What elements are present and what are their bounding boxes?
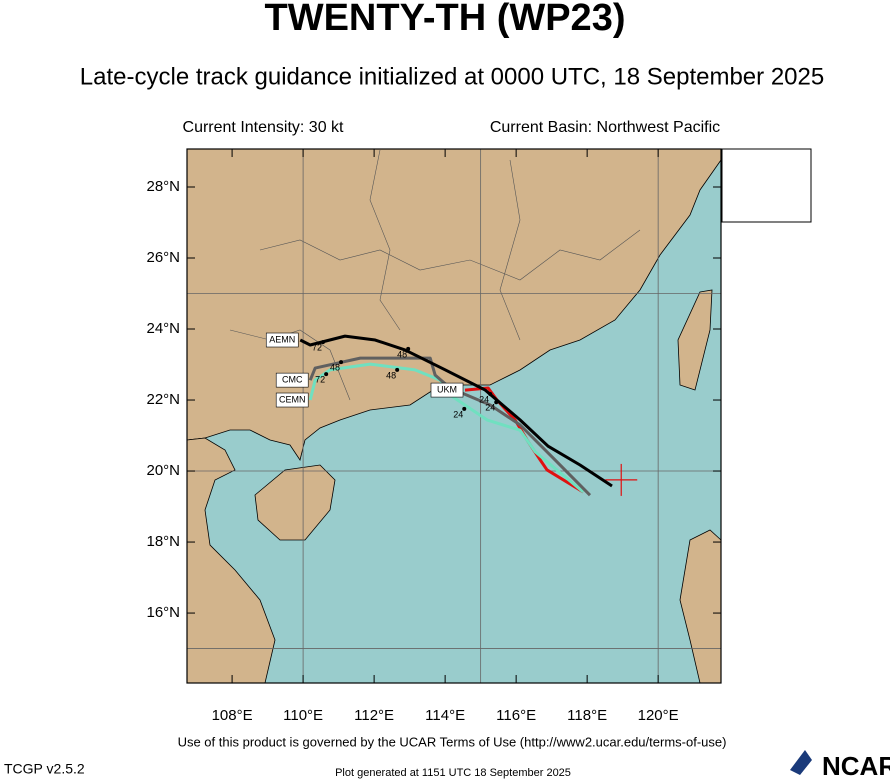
borders	[229, 149, 641, 401]
annotation-dot	[494, 400, 499, 405]
annotation-dot	[395, 367, 400, 372]
annotation-dot	[324, 372, 329, 377]
logo: NCAR	[822, 751, 890, 780]
y-tick-label: 22°N	[146, 391, 180, 408]
annotation: 72	[312, 343, 322, 353]
y-tick-label: 16°N	[146, 604, 180, 621]
annotation: 48	[330, 362, 340, 372]
chart-title: TWENTY-TH (WP23)	[265, 0, 626, 39]
x-tick-label: 110°E	[283, 707, 323, 724]
plot-clip	[187, 149, 721, 683]
annotation-dot	[406, 346, 411, 351]
x-tick-label: 112°E	[354, 707, 394, 724]
taiwan	[677, 289, 713, 391]
logo-mark	[790, 750, 812, 775]
annotation: 72	[315, 375, 325, 385]
track	[308, 356, 592, 497]
info-left: Current Intensity: 30 kt	[183, 119, 345, 136]
version: TCGP v2.5.2	[4, 761, 85, 777]
track-label: CEMN	[279, 394, 306, 404]
annotation: 24	[479, 394, 489, 404]
y-tick-label: 26°N	[146, 249, 180, 266]
x-tick-label: 114°E	[425, 707, 465, 724]
annotation-dot	[462, 406, 467, 411]
track-label: AEMN	[269, 334, 295, 344]
annotation-dot	[320, 340, 325, 345]
legend	[721, 148, 812, 223]
y-tick-label: 18°N	[146, 533, 180, 550]
annotation: 48	[386, 370, 396, 380]
vietnam	[187, 437, 276, 683]
annotation: 48	[397, 349, 407, 359]
terms: Use of this product is governed by the U…	[178, 734, 727, 749]
luzon	[679, 529, 721, 683]
track-label-box	[430, 382, 464, 398]
track-label-box	[265, 332, 299, 348]
x-tick-label: 120°E	[638, 707, 679, 724]
track-label: CMC	[282, 375, 303, 385]
track-label-box	[275, 392, 309, 408]
track	[299, 334, 613, 488]
generated: Plot generated at 1151 UTC 18 September …	[335, 767, 571, 779]
x-tick-label: 116°E	[496, 707, 536, 724]
map	[187, 149, 721, 683]
land	[187, 149, 721, 683]
annotation: 24	[485, 403, 495, 413]
y-tick-label: 28°N	[146, 178, 180, 195]
x-tick-label: 108°E	[212, 707, 253, 724]
hainan	[254, 464, 336, 541]
annotation-dot	[339, 360, 344, 365]
china	[187, 149, 721, 461]
track-label-box	[275, 372, 309, 388]
x-tick-label: 118°E	[567, 707, 607, 724]
y-tick-label: 24°N	[146, 320, 180, 337]
y-tick-label: 20°N	[146, 462, 180, 479]
frame	[186, 148, 722, 684]
track-label: UKM	[437, 384, 457, 394]
info-right: Current Basin: Northwest Pacific	[490, 119, 720, 136]
annotation: 24	[453, 409, 463, 419]
subtitle: Late-cycle track guidance initialized at…	[80, 63, 824, 90]
annotation-dot	[488, 392, 493, 397]
